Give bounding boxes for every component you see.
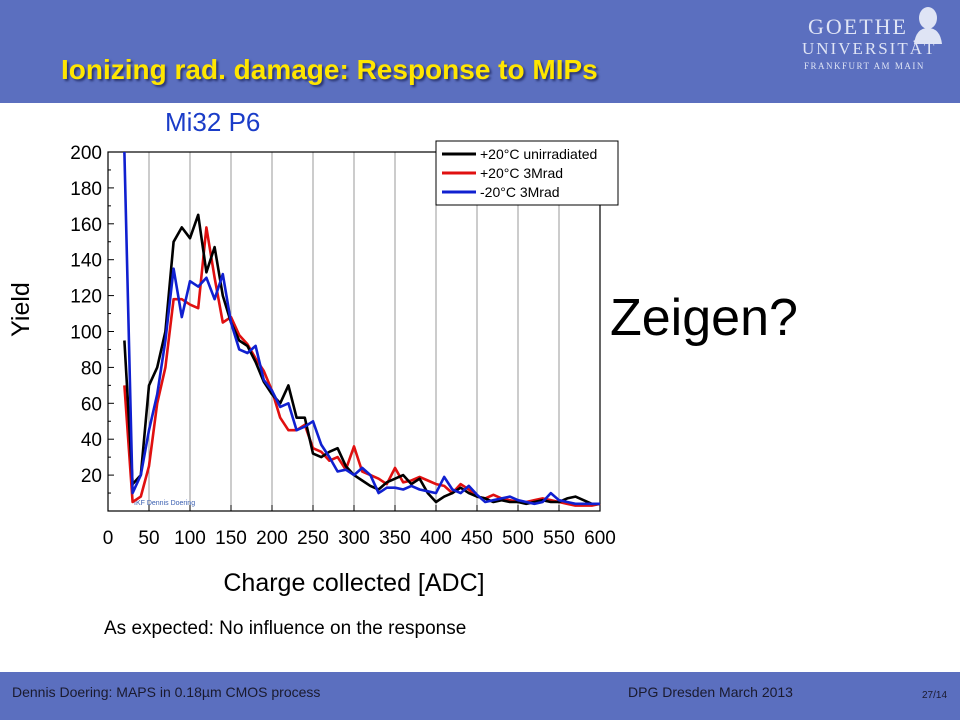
- page-number: 27/14: [922, 690, 948, 701]
- y-axis-label: Yield: [7, 282, 35, 337]
- series-line: [123, 213, 600, 506]
- legend-label: +20°C unirradiated: [480, 146, 597, 162]
- x-tick-label: 0: [103, 528, 114, 549]
- x-tick-label: 200: [256, 528, 288, 549]
- x-tick-label: 50: [138, 528, 159, 549]
- goethe-bust-icon: [914, 7, 942, 44]
- y-tick-label: 140: [70, 251, 102, 272]
- y-tick-label: 100: [70, 323, 102, 344]
- y-tick-label: 20: [81, 466, 102, 487]
- y-tick-label: 180: [70, 179, 102, 200]
- x-tick-label: 100: [174, 528, 206, 549]
- slide-title: Ionizing rad. damage: Response to MIPs: [61, 54, 598, 85]
- y-tick-label: 60: [81, 394, 102, 415]
- caption: As expected: No influence on the respons…: [104, 618, 467, 639]
- logo-line-1: GOETHE: [808, 14, 908, 39]
- header-bar: Ionizing rad. damage: Response to MIPs G…: [0, 0, 960, 103]
- x-tick-label: 550: [543, 528, 575, 549]
- zeigen-callout: Zeigen?: [610, 289, 798, 347]
- y-tick-label: 80: [81, 358, 102, 379]
- x-tick-label: 250: [297, 528, 329, 549]
- y-tick-label: 200: [70, 143, 102, 164]
- y-tick-label: 160: [70, 215, 102, 236]
- yield-chart: Mi32 P6 20 40 60 80 100 120 140 160 180 200 0 50 100 1…: [7, 107, 619, 597]
- x-tick-label: 350: [379, 528, 411, 549]
- x-tick-label: 600: [584, 528, 616, 549]
- watermark-label: IKF Dennis Doering: [134, 500, 195, 507]
- legend-label: -20°C 3Mrad: [480, 184, 560, 200]
- series-line: [123, 226, 601, 507]
- y-tick-label: 120: [70, 287, 102, 308]
- x-tick-label: 450: [461, 528, 493, 549]
- footer-author: Dennis Doering: MAPS in 0.18µm CMOS proc…: [12, 684, 321, 700]
- footer-bar: Dennis Doering: MAPS in 0.18µm CMOS proc…: [0, 672, 960, 720]
- x-tick-label: 500: [502, 528, 534, 549]
- chart-title: Mi32 P6: [165, 107, 260, 137]
- x-tick-label: 150: [215, 528, 247, 549]
- legend-label: +20°C 3Mrad: [480, 165, 563, 181]
- x-tick-label: 300: [338, 528, 370, 549]
- logo-line-2: UNIVERSITÄT: [802, 39, 937, 58]
- series-line: [123, 151, 600, 506]
- footer-event: DPG Dresden March 2013: [628, 684, 793, 700]
- x-tick-label: 400: [420, 528, 452, 549]
- y-tick-label: 40: [81, 430, 102, 451]
- x-axis-label: Charge collected [ADC]: [223, 569, 484, 597]
- university-logo: GOETHE UNIVERSITÄT FRANKFURT AM MAIN: [800, 6, 950, 76]
- logo-line-3: FRANKFURT AM MAIN: [804, 61, 925, 71]
